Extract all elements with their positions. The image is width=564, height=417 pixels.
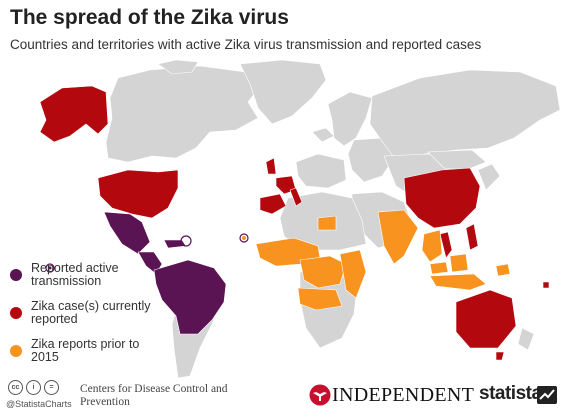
- chart-title: The spread of the Zika virus: [10, 6, 289, 29]
- attribution-icon[interactable]: i: [26, 380, 41, 395]
- legend-label-current: Zika case(s) currently reported: [31, 299, 151, 326]
- mexico-shape: [103, 211, 151, 255]
- japan-korea-region: [477, 163, 501, 191]
- legend-swatch-active: [10, 269, 22, 281]
- cape-verde-marker: [239, 233, 249, 243]
- world-map-svg: [39, 59, 561, 378]
- australia-shape: [455, 289, 517, 349]
- india-shape: [377, 209, 419, 265]
- iceland-region: [311, 127, 335, 143]
- uk-shape: [265, 157, 277, 175]
- cape-verde-dot: [242, 236, 246, 240]
- arctic-islands-region: [157, 59, 199, 75]
- independent-eagle-icon: [309, 384, 331, 406]
- spain-shape: [259, 193, 287, 215]
- source-label: Centers for Disease Control and Preventi…: [80, 383, 228, 408]
- canada-region: [105, 65, 263, 163]
- scandinavia-region: [327, 91, 373, 147]
- central-africa-shape: [299, 255, 347, 289]
- greenland-region: [239, 59, 327, 125]
- indochina-shape: [421, 229, 443, 263]
- indonesia-shape: [429, 273, 487, 291]
- borneo-shape: [449, 253, 469, 273]
- southern-africa-shape: [297, 287, 343, 311]
- china-shape: [403, 167, 481, 229]
- no-derivatives-icon[interactable]: =: [44, 380, 59, 395]
- galapagos-dot: [48, 266, 52, 270]
- legend-swatch-prior: [10, 345, 22, 357]
- small-territory-markers: [45, 233, 249, 273]
- egypt-shape: [317, 215, 337, 231]
- bermuda-marker: [180, 235, 192, 247]
- pacific-isles-shape: [495, 263, 511, 277]
- nz-region: [517, 327, 535, 351]
- legend-label-active: Reported active transmission: [31, 261, 119, 288]
- statista-handle[interactable]: @StatistaCharts: [6, 399, 72, 409]
- mongolia-region: [427, 149, 487, 171]
- galapagos-marker: [45, 263, 55, 273]
- italy-shape: [289, 187, 303, 207]
- philippines-shape: [465, 223, 479, 251]
- independent-logo[interactable]: INDEPENDENT: [332, 384, 475, 406]
- chart-subtitle: Countries and territories with active Zi…: [10, 37, 482, 52]
- statista-logo[interactable]: statista: [479, 383, 542, 404]
- vietnam-shape: [439, 231, 453, 259]
- russia-region: [369, 69, 561, 161]
- tasmania-shape: [495, 351, 505, 361]
- central-europe-region: [295, 153, 347, 189]
- world-map: [0, 58, 564, 378]
- alaska-shape: [39, 85, 109, 143]
- legend-label-prior: Zika reports prior to 2015: [31, 337, 140, 364]
- east-africa-shape: [339, 249, 367, 299]
- legend-swatch-current: [10, 307, 22, 319]
- statista-wave-icon: [537, 386, 557, 404]
- creative-commons-icon[interactable]: cc: [8, 380, 23, 395]
- malaysia-shape: [429, 261, 449, 275]
- south-america-shape: [153, 259, 227, 335]
- pacific-island-marker: [542, 281, 550, 289]
- chart-footer: cc i = @StatistaCharts Centers for Disea…: [0, 378, 564, 417]
- usa-shape: [97, 169, 179, 219]
